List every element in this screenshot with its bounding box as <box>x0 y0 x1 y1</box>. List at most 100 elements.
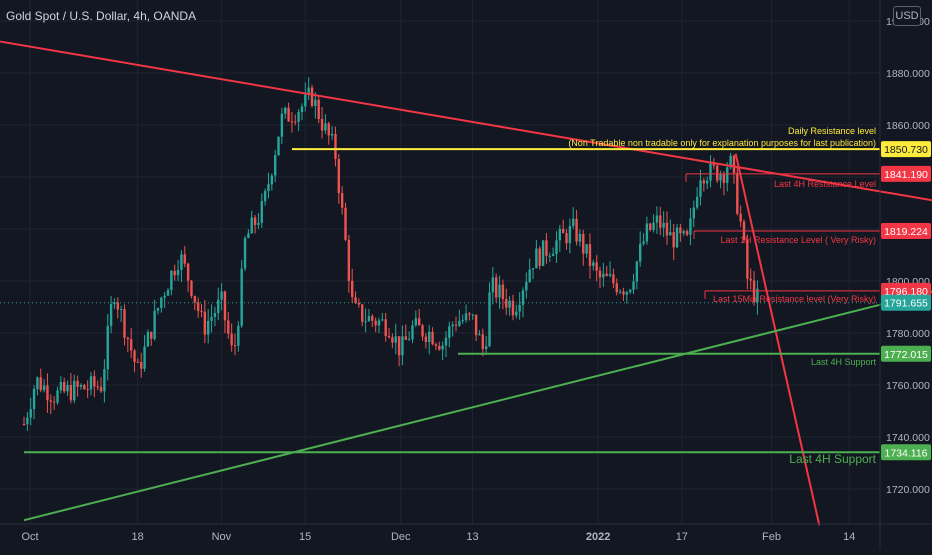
candle-body <box>548 255 551 257</box>
candle-body <box>354 297 357 303</box>
candle-body <box>66 385 69 392</box>
candle-body <box>170 270 173 291</box>
candle-body <box>414 318 418 326</box>
candle-body <box>582 233 585 254</box>
candle-body <box>404 336 407 340</box>
candle-body <box>284 107 287 114</box>
candle-body <box>93 376 96 387</box>
candle-body <box>535 248 538 269</box>
candle-body <box>49 400 53 402</box>
candle-body <box>113 302 116 305</box>
level-labels: Daily Resistance level (Non Tradable non … <box>568 126 876 466</box>
candle-body <box>314 99 317 106</box>
candle-body <box>280 113 284 137</box>
candle-body <box>421 325 424 337</box>
candle-body <box>129 339 133 351</box>
candle-body <box>273 155 277 176</box>
candle-body <box>508 300 511 308</box>
candle-body <box>42 385 46 391</box>
candle-body <box>200 310 203 312</box>
x-tick-label: 18 <box>132 531 144 543</box>
candle-body <box>649 223 652 230</box>
candles <box>22 77 759 431</box>
candle-body <box>186 263 190 281</box>
level-price-tag <box>881 345 931 362</box>
candle-body <box>36 377 39 389</box>
candle-body <box>324 123 327 131</box>
candle-body <box>679 227 682 234</box>
candle-body <box>732 155 736 174</box>
candle-body <box>176 269 180 276</box>
y-tick-label: 1860.000 <box>886 120 930 132</box>
level-price-tag-text: 1734.116 <box>884 447 927 459</box>
candle-body <box>505 299 508 308</box>
candle-body <box>652 222 655 230</box>
candle-body <box>635 261 639 282</box>
level-label: Last 4H Support <box>789 452 876 466</box>
candle-body <box>665 222 669 236</box>
x-tick-label: 15 <box>299 531 311 543</box>
level-label: Last 15Min Resistance level (Very Risky) <box>713 294 876 304</box>
candle-body <box>46 385 49 401</box>
candle-body <box>384 319 387 336</box>
candle-body <box>233 345 237 347</box>
currency-button[interactable]: USD <box>893 6 921 26</box>
candle-body <box>705 180 709 184</box>
candle-body <box>401 336 404 356</box>
candle-body <box>538 248 541 266</box>
candle-body <box>428 331 431 342</box>
current-price-tag-text: 1791.655 <box>884 298 928 310</box>
candle-body <box>518 304 521 312</box>
candle-body <box>213 313 217 317</box>
candle-body <box>434 344 438 346</box>
candle-body <box>431 331 434 345</box>
candle-body <box>612 274 615 284</box>
candle-body <box>267 184 270 192</box>
candle-body <box>521 290 525 305</box>
candle-body <box>210 316 213 321</box>
candle-body <box>625 292 629 295</box>
candle-body <box>746 239 749 279</box>
candle-body <box>29 409 32 418</box>
candle-body <box>709 162 712 181</box>
candle-body <box>394 336 397 343</box>
candle-body <box>481 334 485 350</box>
candle-body <box>595 262 598 271</box>
candle-body <box>702 180 706 184</box>
candle-body <box>250 217 253 234</box>
candle-body <box>541 240 545 266</box>
candle-body <box>719 174 722 181</box>
candle-body <box>558 228 562 241</box>
candle-body <box>632 281 635 290</box>
candle-body <box>196 302 200 311</box>
candle-body <box>173 270 176 276</box>
current-price-tag <box>881 294 931 311</box>
level-price-tag <box>881 165 931 182</box>
candle-body <box>146 331 150 347</box>
candle-body <box>374 320 377 326</box>
candle-body <box>484 346 488 350</box>
candle-body <box>106 325 109 370</box>
candle-body <box>491 277 495 293</box>
candle-body <box>153 310 156 339</box>
chart-title: Gold Spot / U.S. Dollar, 4h, OANDA <box>6 9 197 23</box>
candle-body <box>307 87 310 95</box>
candle-body <box>150 331 153 339</box>
candle-body <box>76 380 79 387</box>
candle-body <box>438 345 441 350</box>
candle-body <box>669 232 672 236</box>
candle-body <box>223 291 227 321</box>
candle-body <box>716 165 719 181</box>
candle-body <box>672 232 675 248</box>
grid <box>0 0 880 524</box>
level-price-tag-text: 1819.224 <box>884 226 928 238</box>
y-tick-label: 1780.000 <box>886 328 930 340</box>
candle-body <box>441 345 444 350</box>
candle-body <box>729 155 732 168</box>
candle-body <box>217 299 220 314</box>
candle-body <box>26 417 29 425</box>
